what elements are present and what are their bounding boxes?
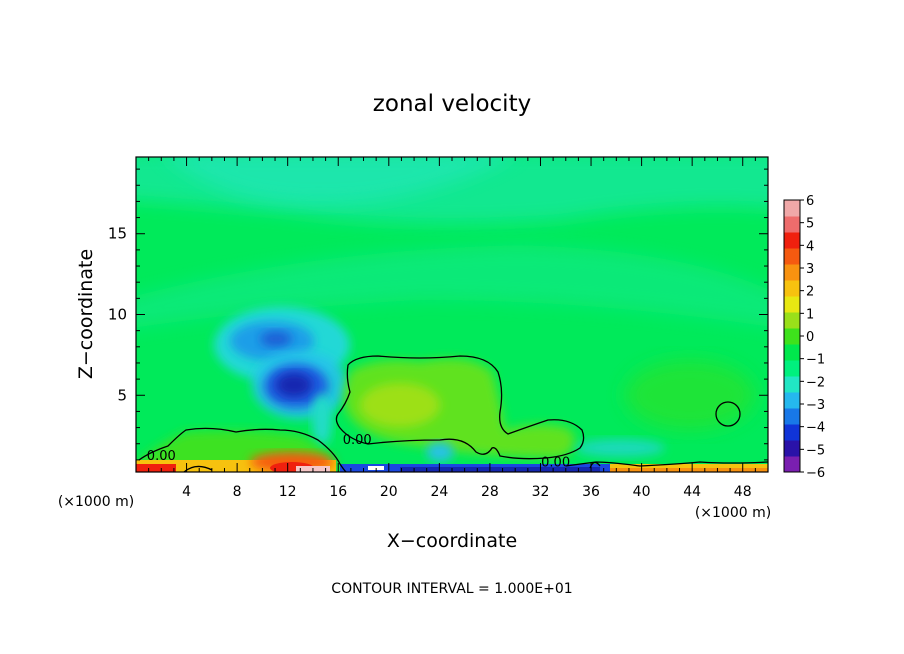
y-tick-labels: 5 10 15 <box>108 225 127 405</box>
colorbar-label: −2 <box>806 375 825 390</box>
colorbar-swatch <box>784 280 800 297</box>
colorbar-swatch <box>784 440 800 457</box>
negative-lobe-core <box>276 373 312 397</box>
negative-streak <box>312 394 332 446</box>
colorbar-label: 6 <box>806 194 814 209</box>
y-tick-label: 5 <box>117 386 127 404</box>
x-tick-label: 32 <box>532 484 550 500</box>
colorbar-swatch <box>784 264 800 281</box>
positive-blob-right <box>625 360 755 430</box>
colorbar-swatch <box>784 408 800 425</box>
x-units-left: (×1000 m) <box>58 494 134 510</box>
x-tick-label: 16 <box>329 484 347 500</box>
x-tick-label: 40 <box>633 484 651 500</box>
x-tick-label: 44 <box>683 484 701 500</box>
contour-labels: 0.00 0.00 0.00 <box>147 433 570 471</box>
positive-core-middle <box>360 383 440 427</box>
contour-label: 0.00 <box>343 433 372 448</box>
colorbar-swatch <box>784 456 800 473</box>
colorbar-swatch <box>784 248 800 265</box>
contour-mid-surface <box>565 461 768 467</box>
colorbar-label: 2 <box>806 285 814 300</box>
x-tick-label: 24 <box>430 484 448 500</box>
zero-contours <box>138 355 768 472</box>
contour-label: 0.00 <box>541 456 570 471</box>
x-tick-labels: 4 8 12 16 20 24 28 32 36 40 44 48 <box>182 484 752 500</box>
colorbar-label: 5 <box>806 217 814 232</box>
colorbar-label: −4 <box>806 421 825 436</box>
x-tick-label: 28 <box>481 484 499 500</box>
colorbar-label: −3 <box>806 398 825 413</box>
negative-streak-3 <box>575 439 665 457</box>
contour-right-loop <box>715 401 741 427</box>
colorbar-swatch <box>784 216 800 233</box>
x-axis-label: X−coordinate <box>387 530 517 552</box>
x-tick-label: 8 <box>233 484 242 500</box>
weak-negative-dome <box>136 245 768 328</box>
colorbar-swatch <box>784 376 800 393</box>
contour-left <box>138 427 347 472</box>
surface-negative-strip-core <box>400 467 600 472</box>
y-tick-label: 10 <box>108 306 127 324</box>
y-tick-label: 15 <box>108 225 127 243</box>
x-tick-label: 4 <box>182 484 191 500</box>
colorbar-label: −1 <box>806 353 825 368</box>
colorbar-swatch <box>784 312 800 329</box>
upper-negative-core <box>167 157 510 204</box>
colorbar-swatch <box>784 392 800 409</box>
x-tick-label: 20 <box>380 484 398 500</box>
x-tick-label: 36 <box>582 484 600 500</box>
y-axis-label: Z−coordinate <box>75 249 97 379</box>
x-tick-label: 48 <box>734 484 752 500</box>
colorbar-swatch <box>784 344 800 361</box>
axis-ticks <box>135 157 769 472</box>
colorbar-label: 1 <box>806 307 814 322</box>
contour-interval-footer: CONTOUR INTERVAL = 1.000E+01 <box>331 581 572 597</box>
colorbar-label: −6 <box>806 466 825 481</box>
colorbar-swatch <box>784 232 800 249</box>
colorbar: 6 5 4 3 2 1 0 −1 −2 −3 −4 −5 −6 <box>783 194 825 481</box>
x-tick-label: 12 <box>279 484 297 500</box>
colorbar-label: −5 <box>806 443 825 458</box>
colorbar-swatch <box>784 360 800 377</box>
contour-left-foot <box>183 465 213 472</box>
contour-label: 0.00 <box>147 449 176 464</box>
velocity-field <box>136 157 768 472</box>
contour-middle <box>335 355 585 460</box>
colorbar-swatch <box>784 200 800 217</box>
colorbar-swatch <box>784 424 800 441</box>
chart-title: zonal velocity <box>373 91 531 117</box>
surface-left-red <box>136 464 176 472</box>
colorbar-label: 4 <box>806 239 814 254</box>
colorbar-swatch <box>784 296 800 313</box>
negative-streak-2 <box>426 442 454 462</box>
colorbar-label: 3 <box>806 262 814 277</box>
colorbar-label: 0 <box>806 330 814 345</box>
negative-lobe-upper-core <box>260 331 292 347</box>
colorbar-swatch <box>784 328 800 345</box>
surface-right-orange <box>610 468 768 472</box>
x-units-right: (×1000 m) <box>695 505 771 521</box>
